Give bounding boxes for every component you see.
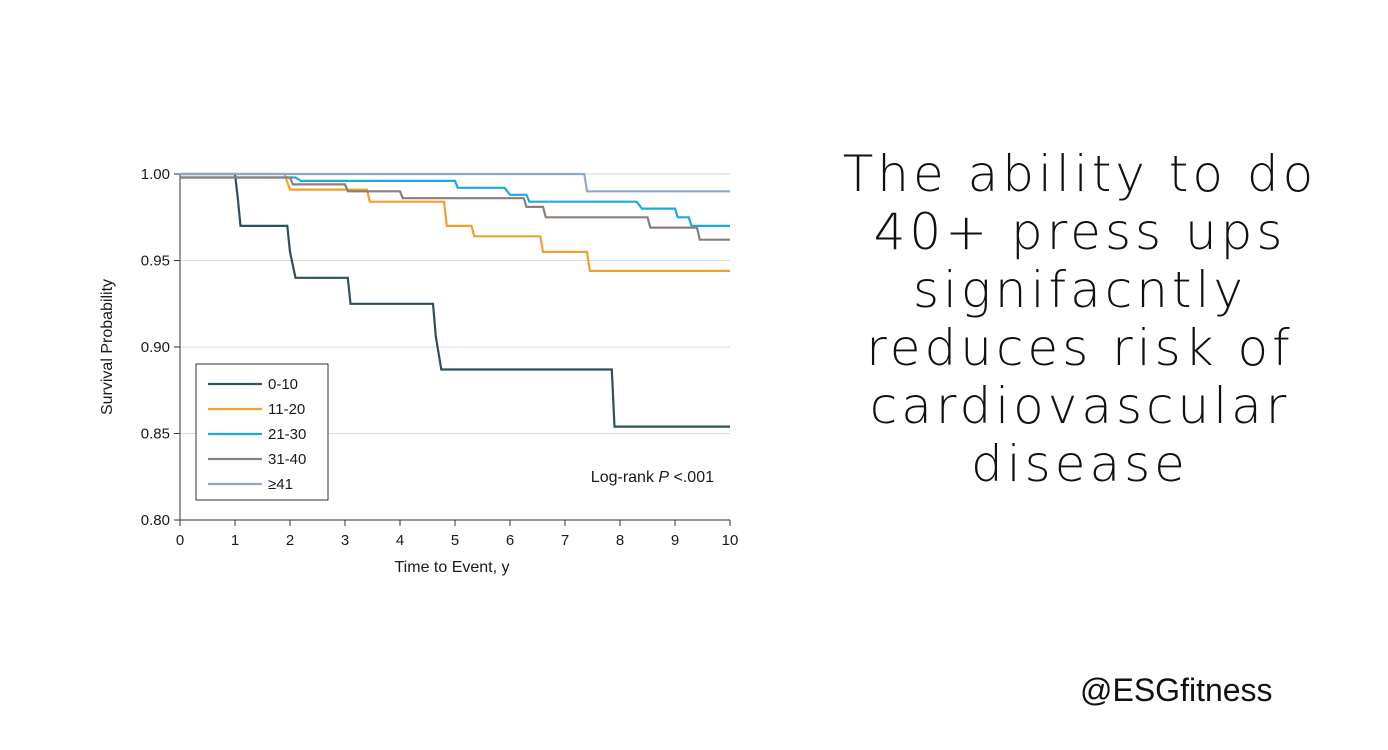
headline-line-2: 40+ press ups: [873, 203, 1287, 261]
legend-label: 31-40: [268, 451, 306, 468]
headline-line-3: signifacntly: [912, 261, 1248, 319]
headline-line-5: cardiovascular: [869, 377, 1291, 435]
headline-line-6: disease: [971, 435, 1189, 493]
legend-label: ≥41: [268, 476, 293, 493]
x-tick-label: 9: [671, 532, 679, 549]
x-tick-label: 5: [451, 532, 459, 549]
survival-chart-svg: 0.80 0.85 0.90 0.95 1.00 0 1 2 3 4 5 6 7 8 9 10 Surviva…: [99, 166, 739, 576]
y-tick-label: 0.85: [141, 426, 170, 443]
x-tick-label: 8: [616, 532, 624, 549]
x-axis-title: Time to Event, y: [395, 559, 510, 576]
x-tick-label: 4: [396, 532, 404, 549]
log-rank-annotation: Log-rank P <.001: [591, 469, 714, 486]
x-tick-label: 10: [722, 532, 739, 549]
legend-box: [195, 363, 329, 501]
x-tick-label: 3: [341, 532, 349, 549]
series-line-1: [180, 172, 730, 428]
legend-label: 21-30: [268, 426, 306, 443]
series-line-3: [180, 176, 730, 227]
headline-line-4: reduces risk of: [866, 319, 1294, 377]
annotation-p: P: [658, 469, 669, 486]
y-tick-label: 0.90: [141, 339, 170, 356]
headline-line-1: The ability to do: [842, 145, 1318, 203]
legend: 0-10 11-20 21-30 31-40 ≥41: [195, 363, 329, 501]
y-axis-title: Survival Probability: [99, 279, 116, 415]
x-tick-label: 6: [506, 532, 514, 549]
axes: 0.80 0.85 0.90 0.95 1.00 0 1 2 3 4 5 6 7 8 9 10: [141, 166, 739, 549]
y-tick-label: 0.80: [141, 512, 170, 529]
x-tick-label: 1: [231, 532, 239, 549]
series-line-4: [180, 176, 730, 241]
y-tick-label: 0.95: [141, 253, 170, 270]
x-tick-label: 2: [286, 532, 294, 549]
annotation-prefix: Log-rank: [591, 469, 659, 486]
survival-chart: 0.80 0.85 0.90 0.95 1.00 0 1 2 3 4 5 6 7 8 9 10 Surviva…: [0, 0, 780, 600]
annotation-suffix: <.001: [669, 469, 714, 486]
y-tick-label: 1.00: [141, 166, 170, 183]
series-line-2: [180, 172, 730, 272]
x-tick-label: 7: [561, 532, 569, 549]
x-tick-label: 0: [176, 532, 184, 549]
series-lines: [180, 172, 730, 428]
series-line-5: [180, 172, 730, 193]
social-handle: @ESGfitness: [1080, 672, 1273, 708]
legend-label: 0-10: [268, 376, 298, 393]
headline: The ability to do 40+ press ups signifac…: [800, 145, 1360, 493]
legend-label: 11-20: [268, 401, 305, 418]
